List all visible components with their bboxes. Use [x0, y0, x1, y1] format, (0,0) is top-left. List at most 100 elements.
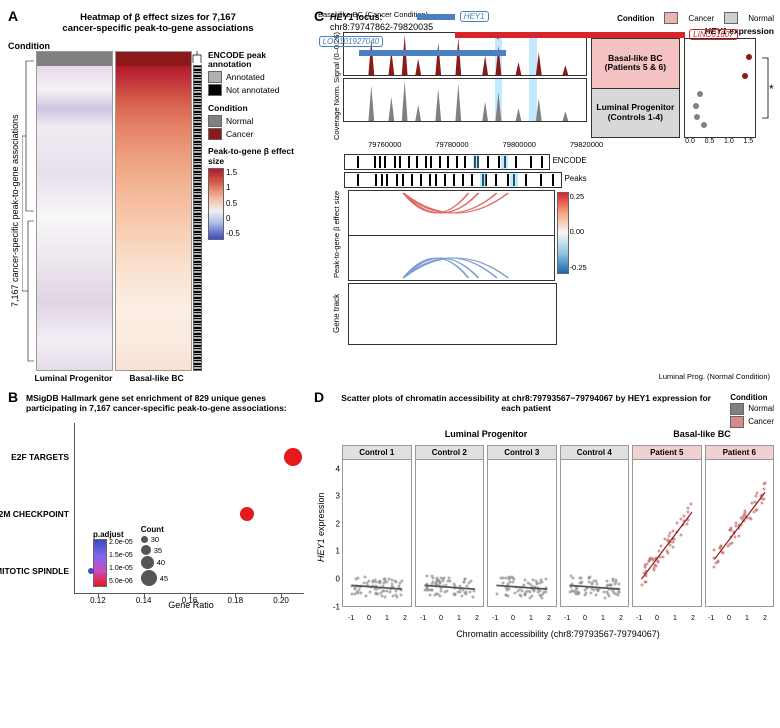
swatch-normal — [208, 115, 222, 127]
panel-d-label: D — [314, 389, 324, 405]
panel-a: A Heatmap of β effect sizes for 7,167 ca… — [8, 8, 308, 383]
panel-d-ylabel: HEY1 expression — [314, 439, 328, 615]
count-title: Count — [141, 525, 168, 534]
mini-header: Control 2 — [416, 446, 484, 460]
d-xtick: 0 — [367, 615, 371, 622]
d-xtick: 0 — [727, 615, 731, 622]
heatmap-header-luminal — [37, 52, 112, 66]
condition-row-label: Condition — [8, 39, 50, 51]
expr-xtick: 1.0 — [724, 138, 734, 145]
cbar-t3: 0 — [226, 214, 240, 223]
count-bubble — [141, 556, 154, 569]
arc-ylabel: Peak-to-gene β effect size — [330, 188, 348, 281]
condition-legend: Condition Normal Cancer — [208, 103, 308, 141]
swatch-annotated — [208, 71, 222, 83]
colorbar-legend: Peak-to-gene β effect size 1.5 1 0.5 0 -… — [208, 147, 308, 240]
gene-name: LOC101927040 — [319, 36, 384, 47]
swatch-cancer — [208, 128, 222, 140]
expr-point-normal — [701, 122, 707, 128]
condition-legend-title: Condition — [208, 103, 308, 113]
term-label: E2F TARGETS — [11, 452, 75, 462]
mini-header: Control 1 — [343, 446, 411, 460]
cond-box-cancer: Basal-like BC (Patients 5 & 6) — [592, 39, 679, 88]
c-xtick: 79760000 — [368, 140, 401, 149]
arc-cb-2: -0.25 — [570, 263, 587, 272]
d-xtick: 1 — [745, 615, 749, 622]
expr-point-cancer — [746, 54, 752, 60]
mini-header: Control 4 — [561, 446, 629, 460]
panel-d-yaxis: -101234 — [328, 455, 342, 615]
heatmap-col-basal — [115, 51, 192, 371]
d-xtick: -1 — [636, 615, 642, 622]
c-xtick: 79800000 — [503, 140, 536, 149]
count-val: 40 — [157, 558, 165, 567]
legend-not-annotated: Not annotated — [226, 85, 279, 95]
d-xtick: 1 — [673, 615, 677, 622]
panel-c-xaxis: 79760000797800007980000079820000 — [344, 140, 587, 152]
colorbar-ticks: 1.5 1 0.5 0 -0.5 — [224, 168, 240, 238]
panel-c: C HEY1 locus: chr8:79747862-79820035 Cov… — [314, 8, 774, 383]
d-sw-cancer — [730, 416, 744, 428]
term-label: MITOTIC SPINDLE — [0, 566, 75, 576]
d-xtick: 1 — [601, 615, 605, 622]
dendrogram-cols — [192, 51, 202, 65]
c-cancer-lbl: Cancer — [688, 14, 714, 23]
enrichment-dot — [240, 507, 254, 521]
col-label-basal: Basal-like BC — [115, 373, 198, 383]
padj-title: p.adjust — [93, 530, 133, 539]
coverage-ylabel: Coverage Norm. Signal (0–0.26) — [330, 32, 343, 140]
swatch-c-cancer — [664, 12, 678, 24]
mini-scatter: Control 1 — [342, 445, 412, 607]
mini-scatter: Control 2 — [415, 445, 485, 607]
condition-boxes: Basal-like BC (Patients 5 & 6) Luminal P… — [591, 38, 680, 138]
arc-cb-0: 0.25 — [570, 192, 587, 201]
coverage-tracks: ↓ — [343, 32, 587, 140]
d-ytick: 4 — [336, 464, 340, 473]
d-sw-normal — [730, 403, 744, 415]
panel-b-inner-legend: p.adjust 2.0e-05 1.5e-05 1.0e-05 5.0e-06… — [93, 525, 168, 587]
mini-header: Patient 6 — [706, 446, 774, 460]
mini-scatter: Control 4 — [560, 445, 630, 607]
arc-label: Basal-like BC (Cancer Condition) — [318, 10, 428, 19]
heatmap-header-basal — [116, 52, 191, 66]
enrichment-dot — [88, 568, 94, 574]
legend-normal: Normal — [226, 116, 253, 126]
col-label-luminal: Luminal Progenitor — [32, 373, 115, 383]
panel-b-title: MSigDB Hallmark gene set enrichment of 8… — [8, 393, 308, 417]
heatmap-columns — [36, 51, 192, 371]
count-val: 30 — [151, 535, 159, 544]
swatch-not-annotated — [208, 84, 222, 96]
count-val: 45 — [160, 574, 168, 583]
d-xtick: 2 — [475, 615, 479, 622]
d-xtick: 2 — [619, 615, 623, 622]
mini-scatter: Patient 5 — [632, 445, 702, 607]
expr-xtick: 0.5 — [705, 138, 715, 145]
swatch-c-normal — [724, 12, 738, 24]
peaks-lbl: Peaks — [564, 174, 586, 183]
encode-lbl: ENCODE — [552, 156, 586, 165]
expr-point-normal — [694, 114, 700, 120]
enrichment-dot — [284, 448, 302, 466]
panel-d-xlabel: Chromatin accessibility (chr8:79793567-7… — [342, 629, 774, 639]
padj-colorbar — [93, 539, 107, 587]
locus-coords: chr8:79747862-79820035 — [330, 22, 433, 32]
c-cond-hdr: Condition — [617, 14, 654, 23]
arc-label: Luminal Prog. (Normal Condition) — [659, 372, 770, 381]
gene-track-label: Gene track — [330, 281, 348, 345]
arcs-normal: Luminal Prog. (Normal Condition) — [348, 236, 555, 281]
padj-t0: 2.0e-05 — [109, 539, 133, 546]
sig-star: * — [769, 82, 774, 96]
d-ytick: 0 — [336, 574, 340, 583]
padj-t1: 1.5e-05 — [109, 552, 133, 559]
c-xtick: 79780000 — [435, 140, 468, 149]
panel-a-title-2: cancer-specific peak-to-gene association… — [62, 23, 253, 34]
gene-track: HEY1LINC01607LOC101927040 — [348, 283, 557, 345]
panel-d: D Scatter plots of chromatin accessibili… — [314, 389, 774, 639]
d-xtick: 0 — [511, 615, 515, 622]
d-xtick: 2 — [691, 615, 695, 622]
expr-point-normal — [697, 91, 703, 97]
expr-xaxis: 0.00.51.01.5 — [591, 138, 760, 150]
d-group-lp: Luminal Progenitor — [342, 429, 630, 439]
d-ytick: 3 — [336, 492, 340, 501]
mini-scatter: Patient 6 — [705, 445, 775, 607]
